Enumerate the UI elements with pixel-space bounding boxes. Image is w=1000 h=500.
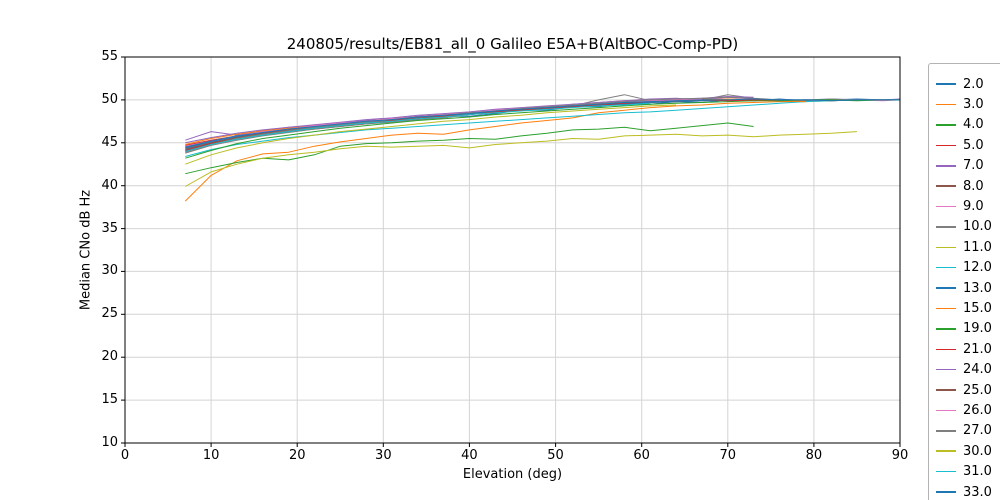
legend-item-label: 30.0 [963, 443, 992, 459]
legend-item: 31.0 [936, 461, 1000, 481]
legend-item-label: 9.0 [963, 199, 984, 215]
legend-line-sample [936, 430, 956, 432]
series-line-27.0 [185, 96, 754, 153]
legend-item: 11.0 [936, 237, 1000, 257]
legend-item: 9.0 [936, 196, 1000, 216]
legend-item-label: 8.0 [963, 178, 984, 194]
series-line-10.0 [185, 94, 900, 154]
legend-line-sample [936, 348, 956, 351]
legend-line-sample [936, 144, 956, 147]
legend-line-sample [936, 491, 956, 493]
y-tick-label: 40 [101, 177, 118, 193]
legend-item: 19.0 [936, 319, 1000, 339]
y-tick-label: 20 [101, 349, 118, 365]
legend-item-label: 33.0 [963, 484, 992, 500]
x-tick-label: 80 [805, 448, 823, 463]
y-tick-label: 15 [101, 392, 118, 408]
legend-line-sample [936, 368, 956, 371]
legend-item-label: 21.0 [963, 341, 992, 357]
legend-item-label: 2.0 [963, 76, 984, 92]
legend-line-sample [936, 83, 956, 85]
legend-line-sample [936, 409, 956, 412]
y-tick-label: 10 [101, 435, 118, 450]
legend-line-sample [936, 307, 956, 310]
legend-item-label: 26.0 [963, 402, 992, 418]
legend-item: 8.0 [936, 176, 1000, 196]
series-line-31.0 [185, 102, 651, 152]
legend-item: 25.0 [936, 380, 1000, 400]
legend-line-sample [936, 287, 956, 289]
legend-line-sample [936, 450, 956, 452]
legend-item: 5.0 [936, 135, 1000, 155]
legend-item-label: 7.0 [963, 158, 984, 174]
legend-item-label: 11.0 [963, 239, 992, 255]
y-tick-label: 50 [101, 91, 118, 107]
x-tick-label: 20 [288, 448, 306, 463]
y-tick-label: 45 [101, 134, 118, 150]
plot-frame [124, 56, 901, 444]
legend-item: 12.0 [936, 258, 1000, 278]
legend-item: 4.0 [936, 115, 1000, 135]
legend-item: 7.0 [936, 156, 1000, 176]
legend-item: 21.0 [936, 339, 1000, 359]
legend-item-label: 4.0 [963, 117, 984, 133]
legend-item-label: 19.0 [963, 321, 992, 337]
legend-item-label: 15.0 [963, 300, 992, 316]
x-tick-label: 70 [719, 448, 737, 463]
legend-item: 2.0 [936, 74, 1000, 94]
legend-line-sample [936, 246, 956, 249]
legend-item-label: 25.0 [963, 382, 992, 398]
chart-title: 240805/results/EB81_all_0 Galileo E5A+B(… [286, 35, 739, 53]
legend-item: 26.0 [936, 400, 1000, 420]
legend-item-label: 24.0 [963, 362, 992, 378]
legend-item: 27.0 [936, 421, 1000, 441]
legend-item: 10.0 [936, 217, 1000, 237]
legend-line-sample [936, 205, 956, 208]
x-axis-label: Elevation (deg) [462, 467, 563, 482]
series-line-33.0 [185, 98, 900, 148]
x-tick-label: 50 [547, 448, 564, 463]
legend-item: 15.0 [936, 298, 1000, 318]
legend-item-label: 10.0 [963, 219, 992, 235]
series-line-3.0 [184, 99, 900, 202]
legend-line-sample [936, 226, 956, 228]
x-tick-label: 40 [461, 448, 478, 463]
x-tick-label: 90 [891, 448, 909, 463]
series-line-4.0 [185, 122, 754, 175]
series-line-11.0 [185, 131, 857, 187]
series-line-30.0 [185, 104, 677, 165]
legend-line-sample [936, 328, 956, 330]
legend-item-label: 31.0 [963, 464, 992, 480]
y-axis-label: Median CNo dB Hz [78, 189, 94, 311]
x-tick-label: 10 [202, 448, 220, 463]
legend-item: 24.0 [936, 359, 1000, 379]
legend-line-sample [936, 389, 956, 391]
y-tick-label: 25 [101, 306, 118, 322]
legend-line-sample [936, 470, 956, 473]
x-tick-label: 0 [120, 448, 130, 463]
y-tick-label: 55 [101, 49, 118, 64]
legend-item-label: 27.0 [963, 423, 992, 439]
legend-item-label: 5.0 [963, 137, 984, 153]
legend-item-label: 13.0 [963, 280, 992, 296]
legend-item: 3.0 [936, 94, 1000, 114]
legend-line-sample [936, 185, 956, 187]
legend-item-label: 3.0 [963, 97, 984, 113]
y-tick-label: 30 [101, 263, 118, 279]
y-tick-label: 35 [101, 220, 118, 236]
legend-item: 13.0 [936, 278, 1000, 298]
legend-line-sample [936, 124, 956, 126]
legend-line-sample [936, 103, 956, 106]
legend-item: 33.0 [936, 482, 1000, 500]
legend-item-label: 12.0 [963, 260, 992, 276]
legend-line-sample [936, 266, 956, 269]
legend: 2.0 3.0 4.0 5.0 7.0 8.0 9.0 10.0 11.0 12.0 13.0 15.… [928, 63, 1000, 500]
x-tick-label: 30 [375, 448, 392, 463]
series-line-19.0 [185, 99, 900, 159]
x-tick-label: 60 [633, 448, 650, 463]
legend-line-sample [936, 165, 956, 167]
legend-item: 30.0 [936, 441, 1000, 461]
